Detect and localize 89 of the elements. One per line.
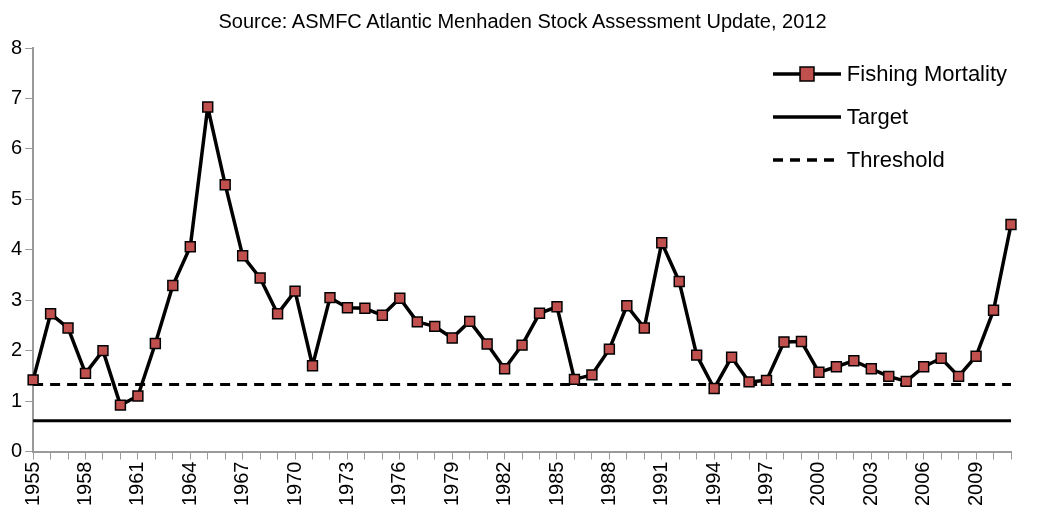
- point: [149, 337, 162, 350]
- point: [673, 275, 685, 288]
- y-tick-label: 0: [11, 439, 23, 462]
- point: [516, 339, 528, 351]
- y-tick-label: 1: [11, 388, 23, 411]
- point: [935, 352, 947, 364]
- point: [795, 335, 808, 348]
- x-tick-label: 1970: [282, 461, 305, 507]
- point: [551, 301, 563, 313]
- point: [341, 302, 354, 314]
- x-tick-label: 2000: [806, 461, 829, 507]
- point: [429, 320, 441, 333]
- point: [79, 367, 92, 380]
- point: [883, 370, 895, 383]
- x-tick-label: 1973: [334, 461, 357, 507]
- x-tick-label: 2006: [911, 461, 934, 507]
- source-note: Source: ASMFC Atlantic Menhaden Stock Assessment Update, 2012: [217, 10, 828, 33]
- point: [446, 332, 458, 344]
- point: [27, 374, 39, 386]
- point: [603, 343, 616, 355]
- point: [865, 363, 877, 375]
- point: [725, 351, 738, 363]
- point: [533, 307, 546, 320]
- point: [813, 366, 825, 379]
- point: [132, 390, 144, 402]
- point: [708, 382, 720, 395]
- point: [638, 322, 650, 334]
- y-tick-label: 5: [11, 186, 23, 209]
- point: [114, 399, 127, 411]
- point: [481, 338, 493, 350]
- point: [760, 374, 773, 387]
- point: [359, 302, 371, 314]
- x-tick-label: 1991: [649, 461, 672, 507]
- point: [271, 308, 284, 320]
- point: [690, 349, 703, 361]
- point: [184, 241, 196, 253]
- y-tick-label: 7: [11, 85, 23, 108]
- point: [394, 292, 406, 304]
- x-tick-label: 1955: [20, 461, 43, 507]
- x-tick-label: 1964: [177, 461, 200, 507]
- y-tick-label: 3: [11, 287, 23, 310]
- point: [463, 315, 476, 328]
- point: [917, 361, 930, 373]
- y-tick-label: 4: [11, 237, 23, 260]
- legend-label: Fishing Mortality: [846, 60, 1007, 87]
- point: [743, 376, 755, 388]
- point: [62, 322, 74, 334]
- point: [289, 285, 301, 297]
- y-tick-label: 2: [11, 338, 23, 361]
- point: [952, 370, 965, 383]
- x-tick-label: 1982: [492, 461, 515, 507]
- point: [167, 279, 179, 292]
- x-tick-label: 1985: [544, 461, 567, 507]
- point: [97, 344, 109, 357]
- x-tick-label: 1958: [73, 461, 96, 507]
- y-tick-label: 6: [11, 136, 23, 159]
- point: [778, 336, 790, 348]
- point: [848, 355, 860, 367]
- point: [586, 369, 598, 381]
- point: [621, 300, 633, 312]
- legend-label: Threshold: [846, 146, 945, 173]
- point: [44, 308, 57, 320]
- x-tick-label: 1994: [701, 461, 724, 507]
- point: [568, 373, 581, 386]
- point: [900, 375, 912, 388]
- point: [987, 304, 1000, 316]
- x-tick-label: 1967: [230, 461, 253, 507]
- point: [970, 350, 982, 362]
- point: [411, 316, 423, 328]
- point: [236, 250, 249, 262]
- x-tick-label: 1961: [125, 461, 148, 507]
- point: [324, 291, 336, 304]
- x-tick-label: 2009: [963, 461, 986, 507]
- point: [498, 363, 511, 375]
- x-tick-label: 1997: [754, 461, 777, 507]
- x-tick-label: 1979: [439, 461, 462, 507]
- y-tick-label: 8: [11, 35, 23, 58]
- legend-label: Target: [846, 103, 908, 130]
- x-tick-label: 2003: [858, 461, 881, 507]
- point: [656, 236, 668, 249]
- point: [306, 360, 319, 372]
- point: [830, 361, 843, 373]
- point: [1005, 218, 1017, 231]
- point: [202, 101, 214, 113]
- point: [376, 309, 389, 322]
- x-tick-label: 1988: [596, 461, 619, 507]
- x-tick-label: 1976: [387, 461, 410, 507]
- point: [254, 272, 266, 284]
- point: [219, 178, 231, 191]
